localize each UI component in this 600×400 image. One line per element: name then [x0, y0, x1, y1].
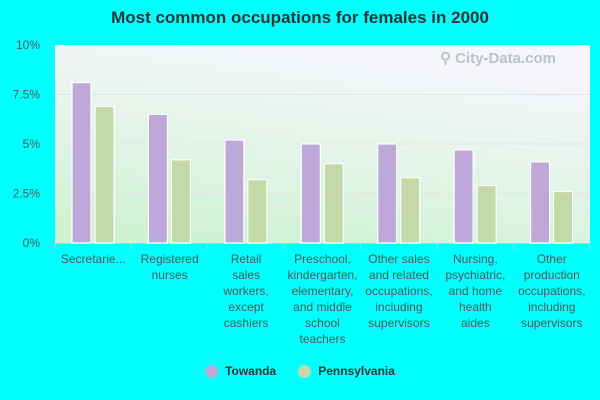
bar-pennsylvania-6 [552, 190, 574, 244]
bar-pennsylvania-1 [170, 159, 192, 244]
bar-pennsylvania-0 [94, 105, 115, 244]
x-category-label: elementary, [292, 284, 354, 298]
x-category-label: psychiatric, [445, 268, 505, 282]
y-tick-label: 2.5% [13, 187, 41, 201]
x-category-label: occupations, [365, 284, 432, 298]
bar-towanda-3 [300, 143, 321, 244]
bar-towanda-4 [377, 143, 398, 244]
x-category-label: occupations, [518, 284, 585, 298]
y-tick-label: 7.5% [13, 88, 41, 102]
x-category-label: health [459, 300, 492, 314]
x-category-label: and related [369, 268, 429, 282]
x-category-label: nurses [152, 268, 188, 282]
x-category-label: cashiers [224, 316, 269, 330]
legend-swatch [298, 364, 312, 378]
bar-towanda-5 [453, 149, 474, 244]
legend-label: Pennsylvania [318, 364, 395, 378]
x-category-label: workers, [222, 284, 268, 298]
x-category-label: Registered [141, 252, 199, 266]
x-category-label: teachers [299, 332, 345, 346]
bar-pennsylvania-3 [323, 163, 344, 244]
x-category-label: production [524, 268, 580, 282]
legend-item-pennsylvania: Pennsylvania [298, 364, 395, 378]
bar-towanda-1 [147, 113, 169, 244]
legend: Towanda Pennsylvania [0, 364, 600, 378]
x-category-label: kindergarten, [287, 268, 357, 282]
y-tick-label: 10% [16, 38, 40, 52]
legend-item-towanda: Towanda [205, 364, 276, 378]
bar-towanda-2 [224, 139, 245, 244]
bar-towanda-0 [71, 82, 92, 244]
x-category-label: aides [461, 316, 490, 330]
x-category-label: and home [449, 284, 503, 298]
x-category-label: Other [537, 252, 567, 266]
x-category-label: supervisors [368, 316, 429, 330]
bar-pennsylvania-4 [400, 177, 421, 244]
legend-label: Towanda [225, 364, 277, 378]
y-tick-label: 0% [23, 236, 41, 250]
x-category-label: school [305, 316, 340, 330]
x-category-label: including [528, 300, 575, 314]
x-category-label: Other sales [368, 252, 429, 266]
x-category-label: Secretarie... [61, 252, 126, 266]
bar-pennsylvania-2 [247, 179, 268, 244]
bar-towanda-6 [529, 161, 551, 244]
y-tick-label: 5% [23, 137, 41, 151]
bar-pennsylvania-5 [476, 184, 497, 244]
legend-swatch [205, 364, 219, 378]
x-category-label: including [375, 300, 422, 314]
chart-title: Most common occupations for females in 2… [111, 8, 489, 27]
watermark-logo: ⚲ City-Data.com [440, 50, 557, 67]
x-category-label: and middle [293, 300, 352, 314]
x-category-label: Retail [231, 252, 262, 266]
x-category-label: supervisors [521, 316, 582, 330]
x-category-label: Nursing, [453, 252, 498, 266]
x-category-label: sales [232, 268, 260, 282]
x-category-label: Preschool, [294, 252, 351, 266]
x-category-label: except [228, 300, 264, 314]
